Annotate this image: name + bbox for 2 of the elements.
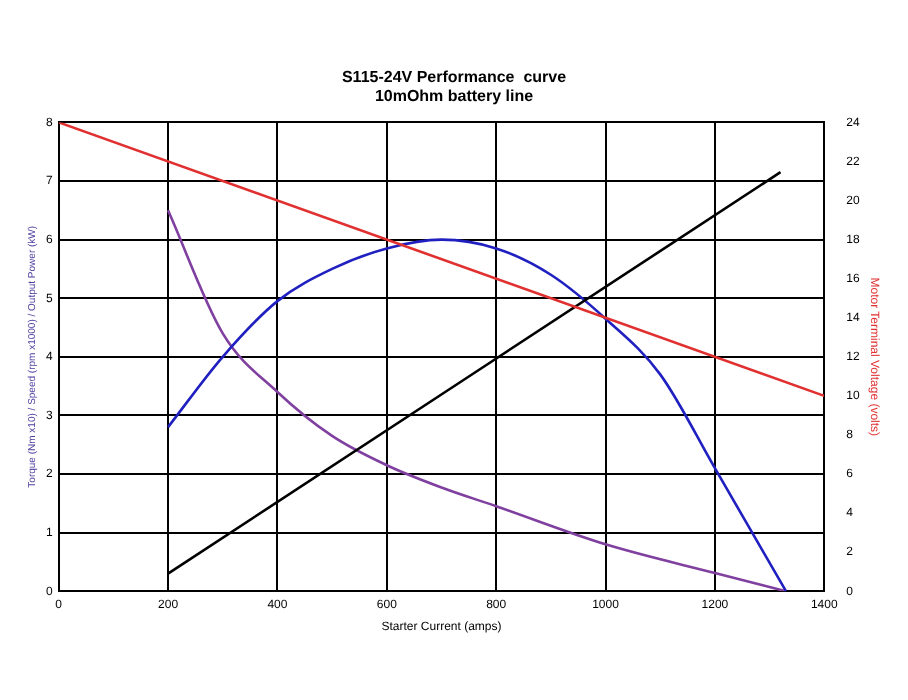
text: S115-24V Performance curve (341, 68, 567, 87)
text: 10mOhm battery line (374, 87, 534, 106)
